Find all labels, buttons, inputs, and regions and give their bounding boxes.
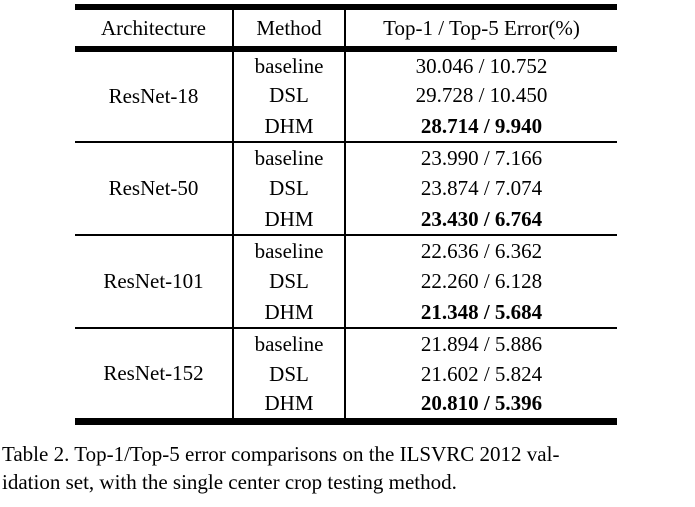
method-cell: DHM: [232, 297, 345, 328]
error-cell: 21.348 / 5.684: [344, 297, 617, 328]
table-row: ResNet-152 baseline 21.894 / 5.886: [75, 328, 617, 383]
table-caption-line-1: Table 2. Top-1/Top-5 error comparisons o…: [2, 441, 560, 466]
method-cell: DHM: [232, 390, 345, 421]
error-cell: 23.430 / 6.764: [344, 204, 617, 235]
col-header-method: Method: [232, 7, 345, 49]
table-row: DSL 22.260 / 6.128: [75, 266, 617, 297]
table-row: DSL 29.728 / 10.450: [75, 80, 617, 111]
method-cell: DSL: [232, 173, 345, 204]
col-header-error: Top-1 / Top-5 Error(%): [344, 7, 617, 49]
results-table: Architecture Method Top-1 / Top-5 Error(…: [75, 4, 617, 425]
table-row: ResNet-101 baseline 22.636 / 6.362: [75, 235, 617, 292]
architecture-cell: ResNet-18: [108, 84, 199, 108]
method-cell: DSL: [232, 359, 345, 390]
header-row: Architecture Method Top-1 / Top-5 Error(…: [75, 7, 617, 49]
table-row: DHM 28.714 / 9.940: [75, 111, 617, 142]
table-row: DSL 23.874 / 7.074: [75, 173, 617, 204]
architecture-cell: ResNet-152: [103, 360, 204, 385]
table-caption: Table 2. Top-1/Top-5 error comparisons o…: [2, 440, 693, 497]
table-group-resnet50: ResNet-50 baseline 23.990 / 7.166 DSL 23…: [75, 142, 617, 235]
table-group-resnet101: ResNet-101 baseline 22.636 / 6.362 DSL 2…: [75, 235, 617, 328]
error-cell: 23.874 / 7.074: [344, 173, 617, 204]
table-caption-line-2: idation set, with the single center crop…: [2, 469, 457, 494]
paper-table-figure: Architecture Method Top-1 / Top-5 Error(…: [0, 4, 695, 507]
error-cell: 21.602 / 5.824: [344, 359, 617, 390]
table-header: Architecture Method Top-1 / Top-5 Error(…: [75, 7, 617, 49]
method-cell: baseline: [232, 142, 345, 173]
table-row: ResNet-50 baseline 23.990 / 7.166: [75, 142, 617, 199]
method-cell: baseline: [232, 49, 345, 80]
architecture-cell: ResNet-101: [103, 269, 204, 293]
table-row: DSL 21.602 / 5.824: [75, 359, 617, 390]
error-cell: 20.810 / 5.396: [344, 390, 617, 421]
method-cell: DHM: [232, 111, 345, 142]
table-row: DHM 21.348 / 5.684: [75, 297, 617, 328]
col-header-architecture: Architecture: [101, 15, 206, 40]
error-cell: 30.046 / 10.752: [344, 49, 617, 80]
method-cell: baseline: [232, 328, 345, 359]
error-cell: 29.728 / 10.450: [344, 80, 617, 111]
method-cell: DSL: [232, 80, 345, 111]
method-cell: DSL: [232, 266, 345, 297]
error-cell: 23.990 / 7.166: [344, 142, 617, 173]
method-cell: DHM: [232, 204, 345, 235]
error-cell: 21.894 / 5.886: [344, 328, 617, 359]
table-row: ResNet-18 baseline 30.046 / 10.752: [75, 49, 617, 107]
table-row: DHM 20.810 / 5.396: [75, 390, 617, 421]
error-cell: 28.714 / 9.940: [344, 111, 617, 142]
method-cell: baseline: [232, 235, 345, 266]
table-group-resnet152: ResNet-152 baseline 21.894 / 5.886 DSL 2…: [75, 328, 617, 421]
error-cell: 22.260 / 6.128: [344, 266, 617, 297]
table-group-resnet18: ResNet-18 baseline 30.046 / 10.752 DSL 2…: [75, 49, 617, 142]
table-row: DHM 23.430 / 6.764: [75, 204, 617, 235]
error-cell: 22.636 / 6.362: [344, 235, 617, 266]
architecture-cell: ResNet-50: [108, 176, 199, 200]
